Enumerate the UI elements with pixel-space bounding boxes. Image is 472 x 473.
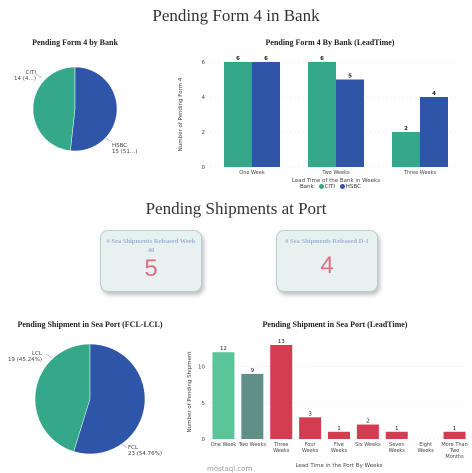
bar-value-label: 6 bbox=[264, 56, 268, 62]
bar-value-label: 9 bbox=[251, 368, 255, 374]
x-tick-label: One Week bbox=[239, 170, 265, 176]
x-tick-label: One Week bbox=[211, 442, 237, 448]
pie-label-name: LCL bbox=[32, 351, 43, 357]
page-title: Pending Form 4 in Bank bbox=[152, 6, 320, 25]
x-tick-label: Six Weeks bbox=[355, 442, 381, 448]
kpi-card-d1[interactable]: # Sea Shipments Released D-1 4 bbox=[276, 230, 378, 292]
pie-label-value: 19 (45.24%) bbox=[8, 357, 42, 363]
y-axis-label: Number of Pending Shipment bbox=[187, 351, 193, 433]
kpi-d1-value: 4 bbox=[320, 252, 334, 279]
bar-hsbc-three-weeks bbox=[420, 97, 448, 167]
legend-hsbc-swatch bbox=[339, 184, 345, 189]
x-tick-label: Seven Weeks bbox=[389, 442, 406, 454]
pie-label-name: FCL bbox=[128, 445, 139, 451]
y-tick-label: 5 bbox=[202, 401, 206, 407]
y-tick-label: 0 bbox=[202, 437, 206, 443]
bar-value-label: 4 bbox=[432, 91, 436, 97]
y-tick-label: 6 bbox=[202, 60, 206, 66]
pie-leader-line bbox=[105, 137, 113, 143]
pie-label-name: HSBC bbox=[112, 143, 127, 149]
bar-hsbc-two-weeks bbox=[336, 79, 364, 167]
legend-title: Bank bbox=[300, 184, 314, 190]
bar-citi-three-weeks bbox=[392, 132, 420, 167]
y-tick-label: 0 bbox=[202, 165, 206, 171]
bar-three-weeks bbox=[270, 345, 293, 439]
watermark: mostaql.com bbox=[207, 465, 253, 473]
x-tick-label: Three Weeks bbox=[403, 170, 437, 176]
legend-hsbc-label: HSBC bbox=[345, 184, 361, 190]
pie-slice-citi bbox=[32, 66, 76, 152]
x-tick-label: Five Weeks bbox=[331, 442, 348, 454]
y-tick-label: 2 bbox=[202, 130, 206, 136]
bar-form4-chart[interactable]: 0 2 4 6 6 6 One Week 6 5 Two Weeks 2 4 Three Weeks Le… bbox=[170, 48, 470, 183]
y-tick-label: 4 bbox=[202, 95, 206, 101]
bar-value-label: 13 bbox=[278, 339, 285, 345]
section-title-shipments: Pending Shipments at Port bbox=[145, 199, 327, 218]
bar-value-label: 6 bbox=[236, 56, 240, 62]
pie-label-name: CITI bbox=[26, 70, 37, 76]
pie-label-value: 15 (51…) bbox=[112, 149, 138, 155]
pie-slice-hsbc bbox=[70, 66, 118, 152]
bar-two-weeks bbox=[241, 373, 264, 439]
kpi-week40-value: 5 bbox=[144, 255, 158, 282]
bar-citi-one-week bbox=[224, 62, 252, 167]
bar-value-label: 2 bbox=[366, 419, 370, 425]
pie-label-value: 23 (54.76%) bbox=[128, 451, 162, 457]
x-axis-label: Lead Time of the Bank in Weeks bbox=[292, 178, 380, 183]
pie-slice-fcl bbox=[73, 343, 146, 455]
pie-leader-line bbox=[35, 73, 43, 79]
bar-sea-title: Pending Shipment in Sea Port (LeadTime) bbox=[262, 320, 408, 329]
bar-value-label: 1 bbox=[395, 426, 399, 432]
y-axis-label: Number of Pending Form 4 bbox=[178, 77, 184, 151]
bar-citi-two-weeks bbox=[308, 62, 336, 167]
bar-form4-legend: Bank CITI HSBC bbox=[300, 184, 361, 190]
kpi-d1-label: # Sea Shipments Released D-1 bbox=[285, 238, 369, 245]
kpi-week40-label: # Sea Shipments Released Week 40 bbox=[106, 238, 196, 254]
pie-label-value: 14 (4…) bbox=[14, 76, 36, 82]
y-tick-label: 10 bbox=[198, 365, 205, 371]
pie-sea-title: Pending Shipment in Sea Port (FCL-LCL) bbox=[17, 320, 163, 329]
legend-citi-label: CITI bbox=[324, 184, 336, 190]
bar-value-label: 6 bbox=[320, 56, 324, 62]
x-tick-label: More Than Two Months bbox=[441, 442, 467, 460]
x-axis-label: Lead Time in the Port By Weeks bbox=[295, 463, 382, 469]
bar-value-label: 2 bbox=[404, 126, 408, 132]
legend-citi-swatch bbox=[318, 184, 324, 189]
x-tick-label: Two Weeks bbox=[238, 442, 267, 448]
bar-value-label: 1 bbox=[453, 426, 457, 432]
kpi-card-week40[interactable]: # Sea Shipments Released Week 40 5 bbox=[100, 230, 202, 292]
bar-value-label: 5 bbox=[348, 74, 352, 80]
bar-value-label: 12 bbox=[220, 346, 227, 352]
x-tick-label: Three Weeks bbox=[273, 442, 290, 454]
bar-seven-weeks bbox=[385, 431, 408, 439]
pie-leader-line bbox=[45, 353, 53, 359]
x-tick-label: Eight Weeks bbox=[418, 442, 435, 454]
bar-hsbc-one-week bbox=[252, 62, 280, 167]
pie-form4-title: Pending Form 4 by Bank bbox=[32, 38, 118, 47]
bar-four-weeks bbox=[299, 417, 322, 439]
bar-form4-title: Pending Form 4 By Bank (LeadTime) bbox=[265, 38, 395, 47]
bar-value-label: 3 bbox=[308, 411, 312, 417]
bar-five-weeks bbox=[328, 431, 350, 439]
bar-value-label: 1 bbox=[337, 426, 341, 432]
bar-six-weeks bbox=[356, 424, 379, 439]
x-tick-label: Two Weeks bbox=[321, 170, 350, 176]
bar-one-week bbox=[212, 352, 235, 439]
bar-more-than-two-months bbox=[443, 431, 466, 439]
pie-leader-line bbox=[121, 443, 128, 449]
pie-slice-lcl bbox=[34, 343, 91, 452]
x-tick-label: Four Weeks bbox=[302, 442, 319, 454]
